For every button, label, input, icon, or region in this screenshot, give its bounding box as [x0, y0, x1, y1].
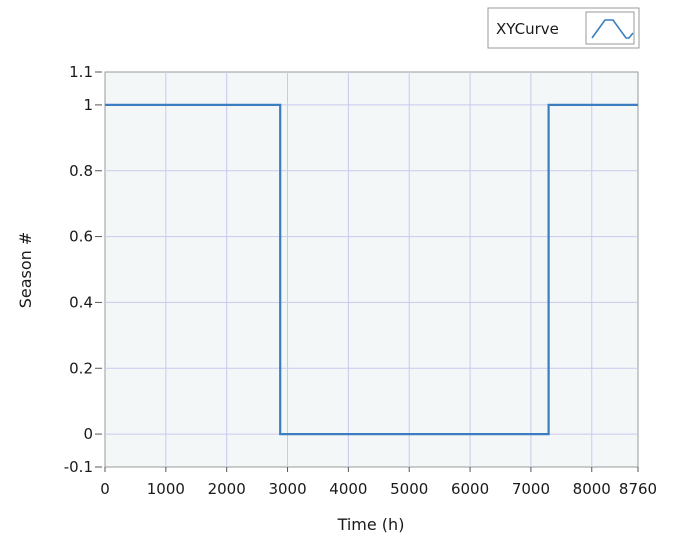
y-tick-label: -0.1 — [64, 458, 93, 476]
y-tick-label: 0.2 — [69, 359, 93, 377]
x-tick-label: 3000 — [268, 480, 306, 498]
axes: 0 1000 2000 3000 4000 5000 6000 7000 8000 8760 -0.… — [64, 63, 657, 498]
y-axis-label: Season # — [16, 232, 35, 309]
x-tick-label: 2000 — [208, 480, 246, 498]
y-tick-label: 0.6 — [69, 228, 93, 246]
x-tick-label: 8000 — [573, 480, 611, 498]
line-sample-icon — [585, 11, 635, 45]
x-tick-label: 4000 — [329, 480, 367, 498]
x-tick-label: 5000 — [390, 480, 428, 498]
x-tick-label: 8760 — [619, 480, 657, 498]
x-tick-label: 0 — [100, 480, 110, 498]
legend-label: XYCurve — [496, 20, 559, 38]
plot-area — [104, 71, 639, 468]
x-tick-label: 6000 — [451, 480, 489, 498]
x-tick-label: 1000 — [147, 480, 185, 498]
series-layer — [105, 103, 638, 436]
y-tick-label: 1 — [83, 96, 93, 114]
y-tick-label: 0.4 — [69, 293, 93, 311]
y-tick-label: 1.1 — [69, 63, 93, 81]
y-tick-label: 0 — [83, 425, 93, 443]
x-axis-label: Time (h) — [337, 515, 405, 534]
series-line — [105, 103, 638, 436]
legend: XYCurve — [487, 7, 640, 49]
y-tick-label: 0.8 — [69, 162, 93, 180]
x-tick-label: 7000 — [512, 480, 550, 498]
